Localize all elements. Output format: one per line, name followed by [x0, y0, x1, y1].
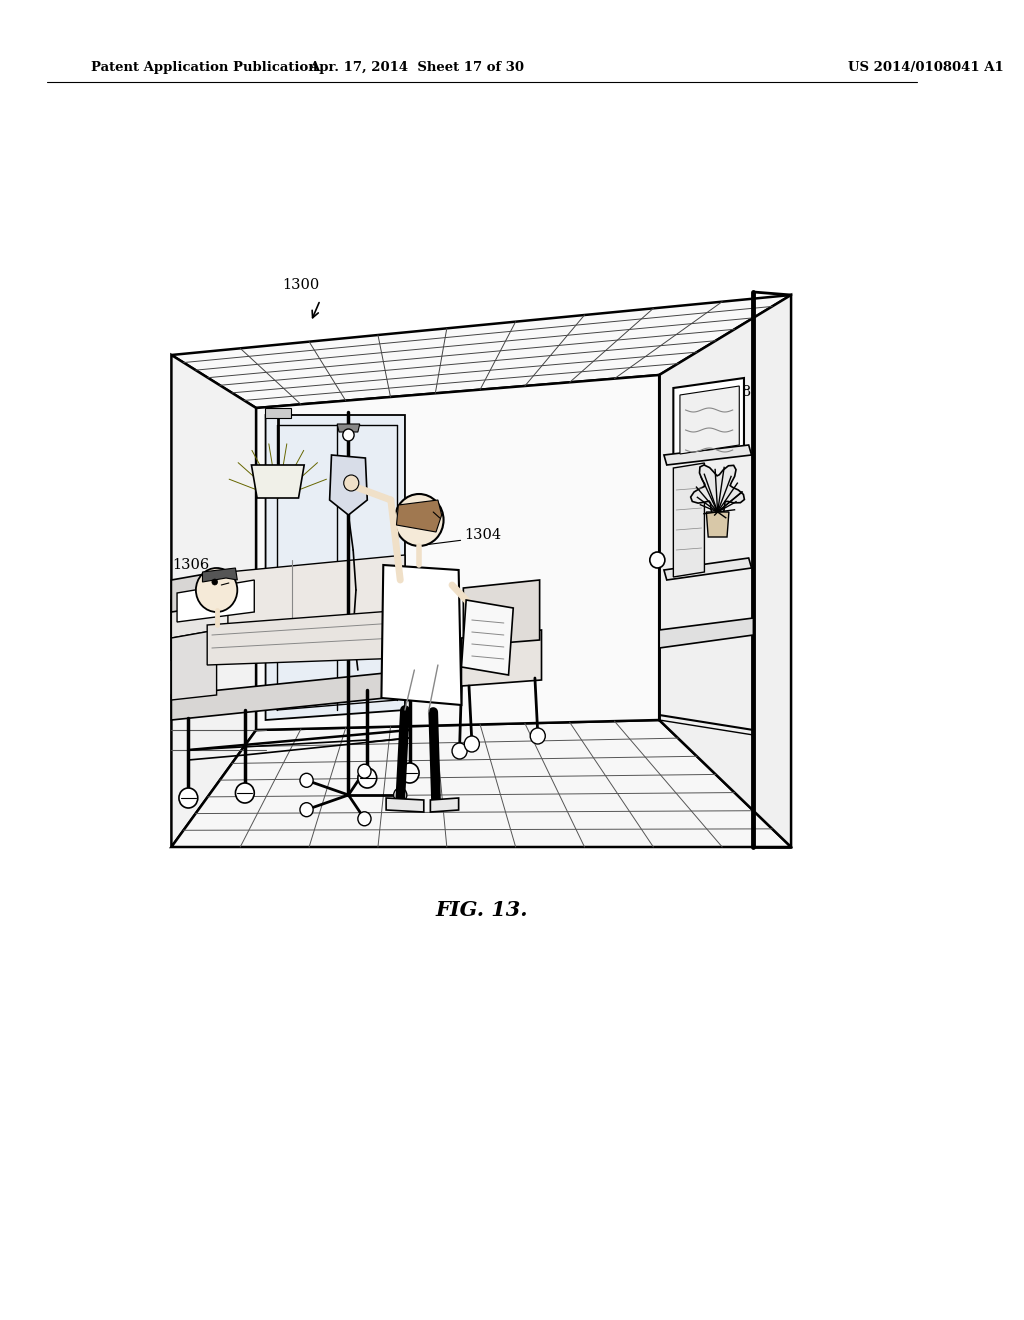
Polygon shape	[171, 630, 217, 700]
Polygon shape	[659, 618, 754, 648]
Text: 1308: 1308	[714, 385, 751, 399]
Text: FIG. 13.: FIG. 13.	[436, 900, 528, 920]
Circle shape	[179, 788, 198, 808]
Polygon shape	[330, 455, 368, 515]
Polygon shape	[171, 719, 792, 847]
Circle shape	[357, 812, 371, 826]
Text: US 2014/0108041 A1: US 2014/0108041 A1	[848, 62, 1004, 74]
Circle shape	[452, 743, 467, 759]
Text: 1300: 1300	[283, 279, 319, 292]
Polygon shape	[337, 424, 359, 432]
Polygon shape	[171, 294, 792, 408]
Circle shape	[393, 788, 407, 803]
Circle shape	[400, 763, 419, 783]
Circle shape	[343, 429, 354, 441]
Circle shape	[300, 803, 313, 817]
Circle shape	[344, 475, 358, 491]
Polygon shape	[203, 568, 238, 582]
Polygon shape	[252, 465, 304, 498]
Text: Patent Application Publication: Patent Application Publication	[91, 62, 318, 74]
Circle shape	[236, 783, 254, 803]
Polygon shape	[386, 799, 424, 812]
Text: Apr. 17, 2014  Sheet 17 of 30: Apr. 17, 2014 Sheet 17 of 30	[309, 62, 523, 74]
Polygon shape	[396, 500, 441, 532]
Polygon shape	[463, 579, 540, 645]
Polygon shape	[171, 587, 217, 638]
Polygon shape	[674, 378, 744, 462]
Polygon shape	[171, 572, 217, 612]
Polygon shape	[664, 558, 752, 579]
Polygon shape	[462, 630, 542, 686]
Text: 1306: 1306	[172, 558, 210, 572]
Polygon shape	[680, 385, 739, 454]
Polygon shape	[462, 601, 513, 675]
Polygon shape	[381, 565, 462, 705]
Circle shape	[196, 568, 238, 612]
Polygon shape	[256, 375, 659, 730]
Circle shape	[212, 579, 217, 585]
Circle shape	[464, 737, 479, 752]
Polygon shape	[707, 512, 729, 537]
Circle shape	[394, 494, 443, 546]
Polygon shape	[674, 463, 705, 577]
Polygon shape	[690, 465, 744, 520]
Polygon shape	[171, 355, 256, 847]
Circle shape	[530, 729, 545, 744]
Circle shape	[357, 768, 377, 788]
Polygon shape	[430, 799, 459, 812]
Polygon shape	[207, 610, 404, 665]
Polygon shape	[264, 408, 291, 418]
Polygon shape	[664, 445, 752, 465]
Text: 1304: 1304	[464, 528, 502, 543]
Circle shape	[300, 774, 313, 787]
Circle shape	[650, 552, 665, 568]
Polygon shape	[265, 414, 404, 719]
Polygon shape	[177, 579, 254, 622]
Circle shape	[357, 764, 371, 779]
Polygon shape	[171, 579, 415, 660]
Polygon shape	[171, 671, 415, 719]
Polygon shape	[659, 294, 792, 847]
Polygon shape	[228, 554, 404, 660]
